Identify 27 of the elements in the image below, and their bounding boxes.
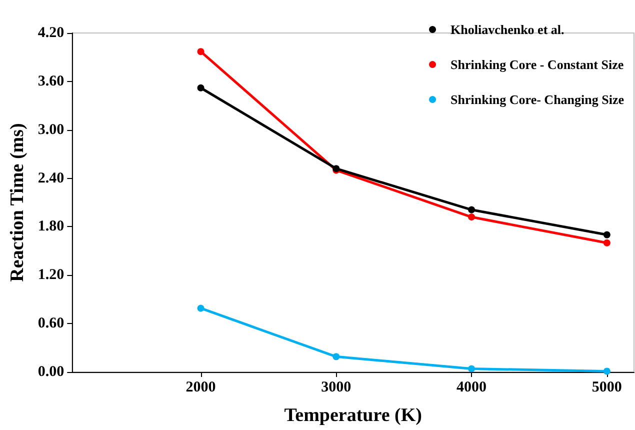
x-tick-label: 3000 xyxy=(321,380,352,396)
point xyxy=(603,368,610,375)
y-tick-label: 2.40 xyxy=(38,170,64,186)
y-tick-label: 0.00 xyxy=(38,364,64,380)
point xyxy=(197,84,204,92)
y-tick-label: 1.80 xyxy=(38,218,64,235)
point xyxy=(603,239,610,246)
legend-label: Shrinking Core - Constant Size xyxy=(450,57,624,72)
point xyxy=(332,353,340,360)
point xyxy=(197,304,204,312)
x-axis-title: Temperature (K) xyxy=(284,405,422,426)
y-tick-label: 4.20 xyxy=(38,25,64,41)
x-tick-label: 5000 xyxy=(592,380,622,396)
legend-label: Shrinking Core- Changing Size xyxy=(450,92,624,107)
y-axis-title: Reaction Time (ms) xyxy=(7,123,28,282)
legend-label: Kholiavchenko et al. xyxy=(450,22,564,37)
point xyxy=(603,231,610,238)
y-tick-label: 3.00 xyxy=(38,122,64,138)
y-tick-label: 3.60 xyxy=(38,73,64,90)
y-tick-label: 0.60 xyxy=(38,316,64,332)
point xyxy=(197,48,204,56)
x-tick-label: 4000 xyxy=(456,380,487,396)
x-tick-label: 2000 xyxy=(186,380,216,396)
point xyxy=(468,214,476,221)
point xyxy=(468,365,476,372)
point xyxy=(468,206,476,214)
y-tick-label: 1.20 xyxy=(38,267,64,284)
